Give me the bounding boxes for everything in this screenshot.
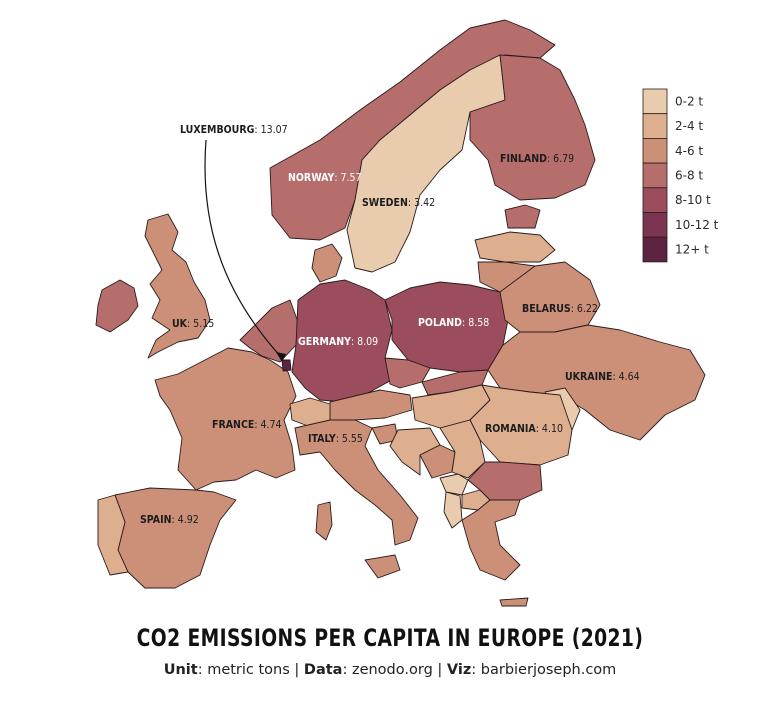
- legend-swatch-6: [642, 236, 668, 263]
- country-denmark: [311, 243, 343, 283]
- label-sweden-value: : 3.42: [408, 197, 435, 209]
- legend-label-0: 0-2 t: [675, 94, 703, 108]
- label-germany: GERMANY: 8.09: [298, 336, 378, 348]
- label-ukraine-name: UKRAINE: [565, 371, 612, 383]
- legend-swatch-1: [642, 113, 668, 139]
- subtitle-viz-key: Viz: [446, 662, 472, 678]
- country-luxembourg: [281, 359, 292, 372]
- country-sicily: [364, 554, 401, 579]
- subtitle-unit-key: Unit: [163, 662, 198, 678]
- label-germany-name: GERMANY: [298, 336, 351, 348]
- label-spain: SPAIN: 4.92: [140, 514, 199, 526]
- map-title: CO2 EMISSIONS PER CAPITA IN EUROPE (2021…: [136, 624, 644, 652]
- label-belarus-name: BELARUS: [522, 303, 571, 315]
- label-belarus: BELARUS: 6.22: [522, 303, 598, 315]
- label-uk: UK: 5.15: [172, 318, 214, 330]
- country-sweden: [346, 54, 506, 273]
- label-norway-value: : 7.57: [334, 172, 361, 184]
- country-belarus: [499, 261, 601, 333]
- country-estonia: [504, 204, 541, 229]
- label-poland-value: : 8.58: [462, 317, 489, 329]
- legend-swatch-3: [642, 162, 668, 189]
- country-spain: [114, 487, 237, 589]
- legend-swatch-2: [642, 137, 668, 164]
- luxembourg-arrow-head: [276, 352, 286, 362]
- legend-label-5: 10-12 t: [675, 218, 719, 232]
- label-germany-value: : 8.09: [351, 336, 378, 348]
- legend-swatch-0: [642, 88, 668, 115]
- country-albania: [443, 491, 463, 529]
- country-portugal: [97, 494, 129, 576]
- label-italy-value: : 5.55: [336, 433, 363, 445]
- subtitle-sep-2: |: [432, 662, 447, 678]
- label-luxembourg-name: LUXEMBOURG: [180, 124, 255, 136]
- legend-swatch-5: [642, 212, 668, 238]
- subtitle-data-key: Data: [303, 662, 343, 678]
- label-italy: ITALY: 5.55: [308, 433, 363, 445]
- subtitle-data-value: : zenodo.org: [342, 662, 433, 678]
- legend-swatch-4: [642, 187, 668, 213]
- legend: 0-2 t 2-4 t 4-6 t 6-8 t 8-10 t 10-12 t 12+ t: [642, 88, 719, 263]
- country-croatia: [389, 427, 441, 476]
- label-belarus-value: : 6.22: [571, 303, 598, 315]
- luxembourg-callout-arrow: [204, 139, 283, 359]
- label-ukraine: UKRAINE: 4.64: [565, 371, 640, 383]
- label-italy-name: ITALY: [308, 433, 336, 445]
- country-france: [154, 347, 297, 491]
- label-sweden-name: SWEDEN: [362, 197, 408, 209]
- label-norway: NORWAY: 7.57: [288, 172, 362, 184]
- label-finland: FINLAND: 6.79: [500, 153, 574, 165]
- country-romania: [469, 384, 573, 466]
- label-romania-value: : 4.10: [536, 423, 563, 435]
- label-luxembourg: LUXEMBOURG: 13.07: [180, 124, 288, 136]
- subtitle-viz-value: : barbierjoseph.com: [471, 662, 617, 678]
- map-subtitle: Unit: metric tons | Data: zenodo.org | V…: [0, 662, 780, 678]
- country-finland: [469, 54, 596, 201]
- legend-label-3: 6-8 t: [675, 168, 703, 182]
- label-poland-name: POLAND: [418, 317, 462, 329]
- country-latvia: [474, 231, 556, 263]
- subtitle-unit-value: : metric tons: [197, 662, 290, 678]
- label-finland-name: FINLAND: [500, 153, 547, 165]
- label-france-name: FRANCE: [212, 419, 254, 431]
- label-finland-value: : 6.79: [547, 153, 574, 165]
- label-ukraine-value: : 4.64: [612, 371, 639, 383]
- label-poland: POLAND: 8.58: [418, 317, 489, 329]
- legend-label-6: 12+ t: [675, 243, 709, 257]
- label-spain-name: SPAIN: [140, 514, 172, 526]
- legend-label-1: 2-4 t: [675, 119, 703, 133]
- country-crete: [499, 597, 529, 607]
- country-ireland: [95, 279, 139, 333]
- label-spain-value: : 4.92: [172, 514, 199, 526]
- label-uk-value: : 5.15: [187, 318, 214, 330]
- label-norway-name: NORWAY: [288, 172, 334, 184]
- label-uk-name: UK: [172, 318, 188, 330]
- label-romania-name: ROMANIA: [485, 423, 536, 435]
- label-sweden: SWEDEN: 3.42: [362, 197, 435, 209]
- subtitle-sep-1: |: [289, 662, 304, 678]
- country-montenegro-kosovo: [439, 473, 469, 496]
- label-france-value: : 4.74: [254, 419, 281, 431]
- label-romania: ROMANIA: 4.10: [485, 423, 563, 435]
- country-serbia: [439, 419, 486, 479]
- legend-label-2: 4-6 t: [675, 144, 703, 158]
- country-sardinia: [315, 501, 333, 541]
- label-luxembourg-value: : 13.07: [254, 124, 287, 136]
- legend-label-4: 8-10 t: [675, 193, 711, 207]
- label-france: FRANCE: 4.74: [212, 419, 282, 431]
- country-italy: [294, 419, 419, 546]
- country-greece: [461, 499, 521, 581]
- country-uk: [144, 213, 211, 359]
